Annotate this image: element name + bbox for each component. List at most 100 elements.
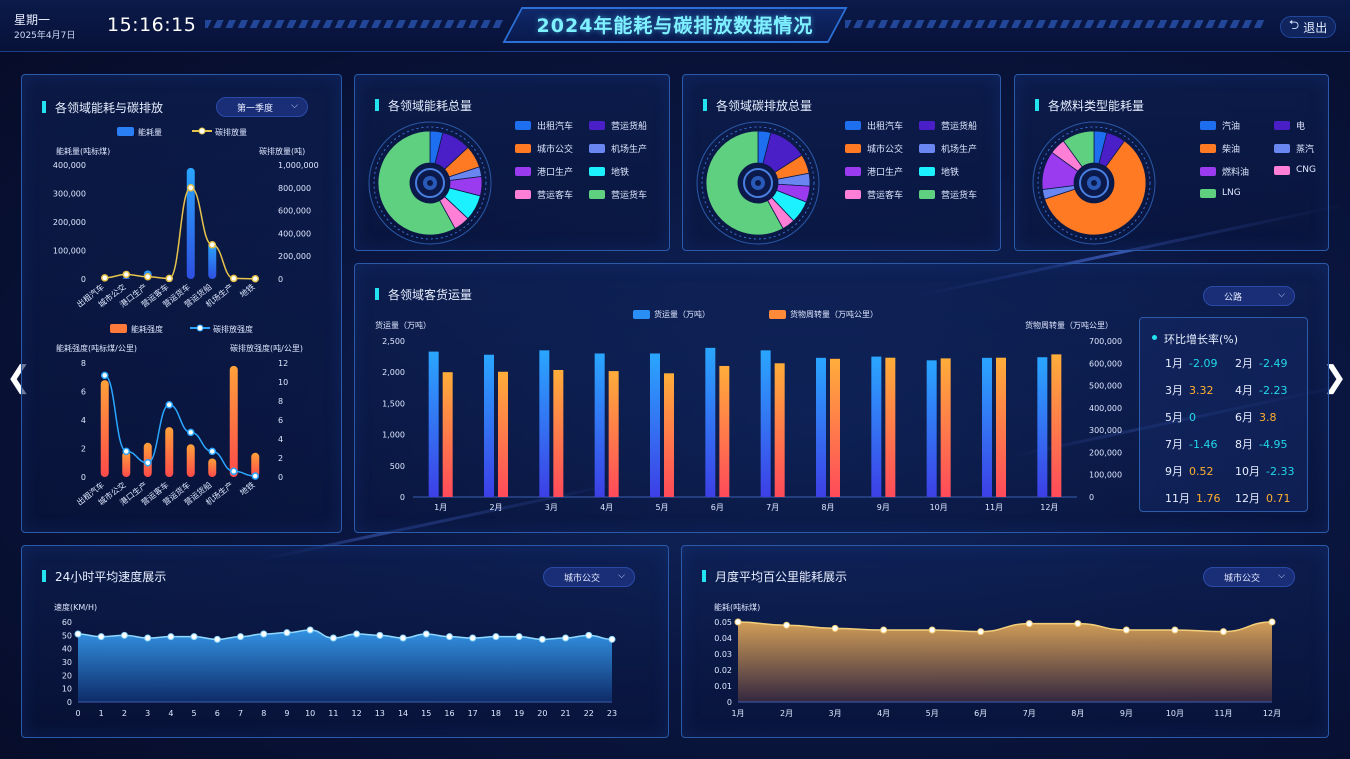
legend-item: 汽油	[1200, 119, 1240, 132]
growth-item: 6月 3.8	[1235, 409, 1277, 425]
pie-fuel	[1032, 121, 1156, 245]
y-tick: 6	[81, 388, 86, 397]
legend-label: 营运货船	[941, 122, 978, 132]
legend-item: CNG	[1274, 165, 1316, 175]
legend-swatch	[845, 190, 861, 199]
x-tick: 10月	[930, 503, 948, 512]
panel-title: 各燃料类型能耗量	[1035, 97, 1144, 114]
carbon-intensity-point	[122, 447, 130, 456]
legend-label: 地铁	[611, 168, 630, 178]
bar-turnover	[1051, 354, 1062, 497]
legend-item: 柴油	[1200, 142, 1240, 155]
quarter-dropdown[interactable]: 第一季度 ⌵	[216, 97, 308, 117]
bar-freight	[871, 356, 882, 497]
x-tick: 8月	[1071, 709, 1084, 718]
x-tick: 12月	[1040, 503, 1058, 512]
legend-item: 营运客车	[515, 188, 573, 201]
pie-slice	[377, 130, 456, 236]
y2-tick: 8	[278, 397, 283, 406]
carbon-line	[104, 187, 256, 280]
x-tick: 6月	[711, 503, 724, 512]
y-tick: 200,000	[53, 218, 86, 227]
pie-slice	[1044, 140, 1147, 236]
legend-marker	[196, 324, 204, 332]
x-tick: 10月	[1166, 709, 1184, 718]
y2-tick: 200,000	[1089, 448, 1122, 457]
growth-value: -2.49	[1259, 357, 1288, 370]
growth-value: -4.95	[1259, 438, 1288, 451]
y2-tick: 800,000	[278, 184, 311, 193]
x-tick: 4月	[600, 503, 613, 512]
growth-item: 10月 -2.33	[1235, 463, 1294, 479]
legend-swatch	[589, 167, 605, 176]
data-point	[492, 633, 500, 641]
legend-item: 营运货船	[589, 119, 647, 132]
data-point	[74, 630, 82, 638]
panel-title: 各领域能耗与碳排放	[42, 99, 163, 116]
carbon-intensity-point	[251, 472, 259, 480]
legend-swatch	[1200, 188, 1216, 198]
y-tick: 0.01	[714, 682, 732, 691]
axis-label-energy: 能耗量(吨标煤)	[56, 146, 110, 156]
pie-hub-ring	[1079, 168, 1109, 198]
date: 2025年4月7日	[14, 31, 76, 41]
y2-tick: 0	[1089, 493, 1094, 502]
carbon-point	[187, 184, 195, 192]
legend-swatch	[589, 144, 605, 153]
carbon-point	[122, 270, 130, 279]
x-tick: 8	[261, 709, 266, 718]
y2-tick: 300,000	[1089, 426, 1122, 435]
chevron-down-icon: ⌵	[291, 101, 298, 111]
carbon-intensity-point	[187, 428, 195, 437]
monthly-chart: 能耗(吨标煤) 0 0.01 0.02 0.03 0.04 0.05 1月 2月 3月 4月 5月 6月…	[714, 602, 1281, 718]
data-point	[306, 626, 314, 634]
legend-swatch	[1200, 121, 1216, 130]
data-point	[167, 633, 175, 641]
x-tick: 19	[514, 709, 524, 718]
bar-intensity	[122, 451, 131, 477]
legend-swatch	[589, 121, 605, 130]
bar-intensity	[229, 365, 238, 477]
y-tick: 400,000	[53, 161, 86, 170]
panel-title: 月度平均百公里能耗展示	[702, 568, 847, 585]
legend-marker	[198, 127, 206, 135]
y2-tick: 12	[278, 359, 288, 368]
y-tick: 0.02	[714, 666, 732, 675]
legend-swatch-turnover	[769, 310, 786, 319]
y2-tick: 200,000	[278, 252, 311, 261]
legend-item: 出租汽车	[515, 119, 573, 132]
legend-label: 营运货车	[611, 191, 648, 201]
vehicle-dropdown[interactable]: 城市公交 ⌵	[1203, 567, 1295, 587]
growth-value: 1.76	[1196, 492, 1221, 505]
legend-label: 汽油	[1222, 122, 1241, 132]
y2-tick: 4	[278, 435, 283, 444]
legend-label: CNG	[1296, 165, 1316, 175]
bar-freight	[816, 357, 826, 497]
carbon-intensity-point	[208, 447, 216, 456]
legend-label: 能耗强度	[131, 324, 163, 334]
x-tick: 2月	[780, 709, 793, 718]
vehicle-dropdown[interactable]: 城市公交 ⌵	[543, 567, 635, 587]
data-point	[213, 635, 221, 643]
x-tick: 17	[468, 709, 478, 718]
data-point	[977, 628, 985, 636]
y-tick: 2,000	[382, 368, 405, 377]
growth-item: 4月 -2.23	[1235, 382, 1287, 398]
legend-swatch	[1274, 144, 1290, 153]
header-decoration-left	[205, 20, 505, 28]
legend-swatch	[515, 167, 531, 176]
legend-swatch	[1200, 144, 1216, 153]
bar-freight	[594, 353, 605, 497]
data-point	[120, 631, 128, 639]
legend-item: 营运客车	[845, 188, 903, 201]
carbon-point	[101, 274, 109, 282]
legend-label: 港口生产	[537, 168, 574, 178]
legend-label: 营运货船	[611, 122, 648, 132]
bar-freight	[1037, 357, 1048, 497]
mode-dropdown[interactable]: 公路 ⌵	[1203, 286, 1295, 306]
legend-label: 营运客车	[867, 191, 904, 201]
y-tick: 1,500	[382, 399, 405, 408]
axis-label-freight: 货运量（万吨）	[375, 320, 431, 330]
exit-button[interactable]: ⮌ 退出	[1280, 16, 1336, 38]
